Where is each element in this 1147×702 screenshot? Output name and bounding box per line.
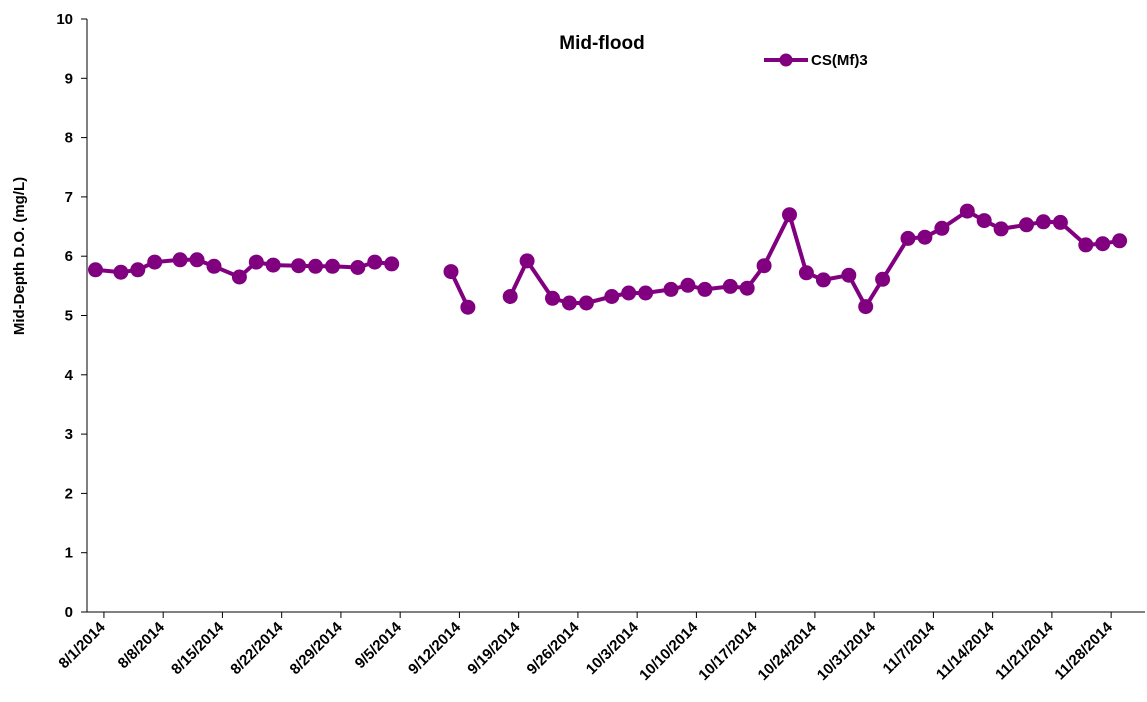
data-point <box>231 269 247 285</box>
x-tick-label: 8/29/2014 <box>287 618 347 678</box>
y-tick-label: 9 <box>65 70 73 87</box>
data-point <box>638 285 654 301</box>
data-point <box>1095 236 1111 252</box>
data-point <box>1052 214 1068 230</box>
x-tick-label: 9/5/2014 <box>352 618 406 672</box>
y-tick-label: 1 <box>65 545 73 562</box>
data-point <box>147 254 163 270</box>
data-point <box>130 262 146 278</box>
y-tick-label: 0 <box>65 604 73 621</box>
x-tick-label: 11/7/2014 <box>880 618 939 677</box>
x-tick-label: 10/17/2014 <box>695 618 761 684</box>
data-point <box>206 258 222 274</box>
x-tick-label: 10/10/2014 <box>636 618 702 684</box>
series-layer <box>88 203 1128 315</box>
y-tick-label: 5 <box>65 308 73 325</box>
y-tick-label: 10 <box>56 11 73 28</box>
data-point <box>113 264 129 280</box>
legend: CS(Mf)3 <box>764 52 868 69</box>
data-point <box>172 252 188 268</box>
data-point <box>367 254 383 270</box>
data-point <box>350 260 366 275</box>
y-tick-label: 3 <box>65 426 73 443</box>
data-point <box>917 229 933 245</box>
data-point <box>460 299 476 315</box>
y-axis-title: Mid-Depth D.O. (mg/L) <box>11 177 28 335</box>
x-tick-label: 11/14/2014 <box>933 618 998 683</box>
x-tick-label: 9/12/2014 <box>405 618 465 678</box>
y-tick-label: 8 <box>65 130 73 147</box>
data-point <box>934 220 950 236</box>
data-point <box>502 289 518 304</box>
data-point <box>578 295 594 311</box>
data-point <box>815 272 831 288</box>
x-tick-label: 8/1/2014 <box>55 618 109 672</box>
data-point <box>325 258 340 274</box>
data-point <box>384 256 400 272</box>
y-axis: 0 1 2 3 4 5 6 7 8 9 10 <box>56 11 88 621</box>
y-tick-label: 6 <box>65 248 73 265</box>
y-tick-label: 2 <box>65 485 73 502</box>
legend-marker <box>779 53 793 67</box>
data-point <box>519 253 535 269</box>
x-tick-label: 10/3/2014 <box>583 618 643 678</box>
data-point <box>739 280 755 296</box>
data-point <box>959 203 975 219</box>
data-point <box>697 281 713 297</box>
data-point <box>1019 217 1034 233</box>
data-point <box>1112 233 1128 249</box>
data-point <box>561 295 577 311</box>
data-point <box>545 290 560 306</box>
data-point <box>875 271 891 287</box>
legend-label: CS(Mf)3 <box>811 52 868 69</box>
x-tick-label: 8/8/2014 <box>115 618 169 672</box>
x-tick-label: 9/26/2014 <box>524 618 584 678</box>
data-point <box>993 221 1009 237</box>
data-point <box>841 267 857 283</box>
data-point <box>88 262 103 278</box>
data-point <box>443 264 459 280</box>
data-point <box>189 252 205 268</box>
data-point <box>621 285 637 301</box>
x-tick-label: 11/28/2014 <box>1051 618 1116 683</box>
data-point <box>291 258 307 274</box>
data-point <box>680 277 696 293</box>
data-point <box>976 213 992 229</box>
data-point <box>248 254 264 270</box>
x-tick-label: 8/22/2014 <box>227 618 287 678</box>
chart-title: Mid-flood <box>559 33 644 54</box>
data-point <box>798 265 814 281</box>
y-tick-label: 7 <box>65 189 73 206</box>
data-point <box>900 230 916 246</box>
y-tick-label: 4 <box>65 367 74 384</box>
data-point <box>858 299 874 315</box>
data-point <box>308 258 323 274</box>
data-point <box>782 207 797 223</box>
x-tick-label: 11/21/2014 <box>992 618 1057 683</box>
data-point <box>604 289 620 304</box>
series-line <box>95 257 392 279</box>
data-point <box>722 278 738 294</box>
data-point <box>1078 237 1094 253</box>
data-point <box>265 257 281 273</box>
data-point <box>1035 214 1051 230</box>
data-point <box>663 281 679 297</box>
data-point <box>756 258 772 274</box>
x-tick-label: 10/24/2014 <box>755 618 821 684</box>
x-axis: 8/1/2014 8/8/2014 8/15/2014 8/22/2014 8/29/2… <box>55 611 1145 684</box>
x-tick-label: 10/31/2014 <box>814 618 880 684</box>
x-tick-label: 9/19/2014 <box>464 618 524 678</box>
x-tick-label: 8/15/2014 <box>168 618 228 678</box>
